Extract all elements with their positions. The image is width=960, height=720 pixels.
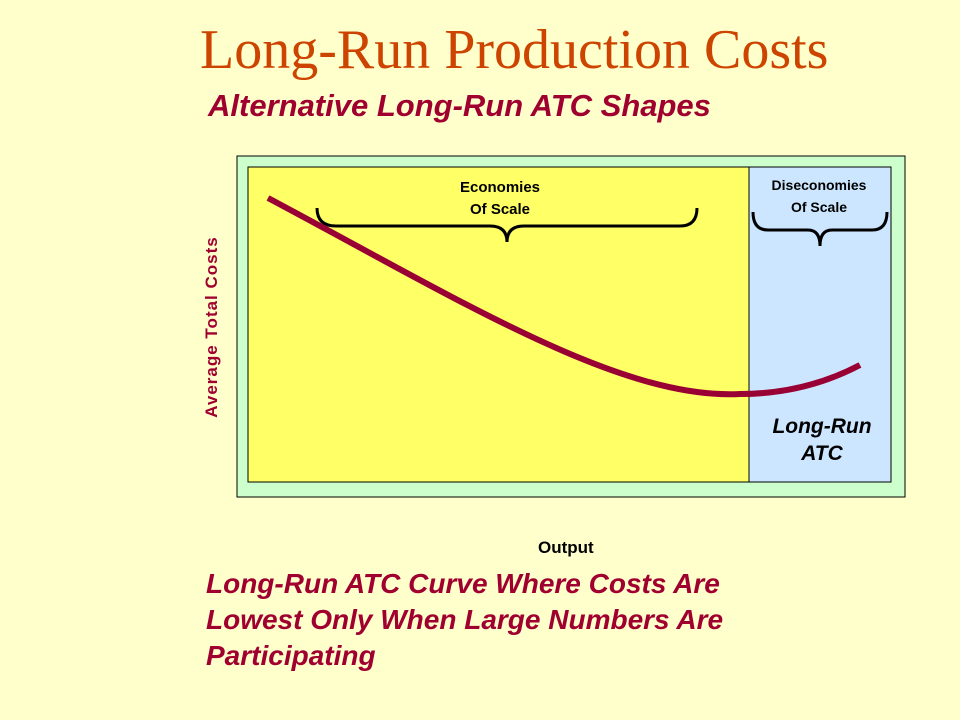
diseconomies-label-line1: Diseconomies [772, 177, 867, 193]
diseconomies-label-line2: Of Scale [791, 199, 847, 215]
caption: Long-Run ATC Curve Where Costs Are Lowes… [206, 566, 926, 674]
diseconomies-brace [751, 211, 889, 247]
diseconomies-region [748, 166, 892, 483]
caption-line-3: Participating [206, 640, 376, 671]
economies-label-line2: Of Scale [470, 201, 530, 218]
long-run-atc-curve [266, 195, 862, 398]
caption-line-1: Long-Run ATC Curve Where Costs Are [206, 568, 720, 599]
page-subtitle: Alternative Long-Run ATC Shapes [208, 88, 711, 123]
curve-label-line2: ATC [800, 442, 843, 465]
economies-region [247, 166, 751, 483]
x-axis-label: Output [538, 538, 594, 557]
y-axis-label: Average Total Costs [202, 236, 221, 418]
curve-label-line1: Long-Run [772, 415, 871, 438]
page-title: Long-Run Production Costs [200, 19, 829, 81]
economies-label-line1: Economies [460, 179, 540, 196]
caption-line-2: Lowest Only When Large Numbers Are [206, 604, 724, 635]
economies-brace [315, 207, 699, 243]
